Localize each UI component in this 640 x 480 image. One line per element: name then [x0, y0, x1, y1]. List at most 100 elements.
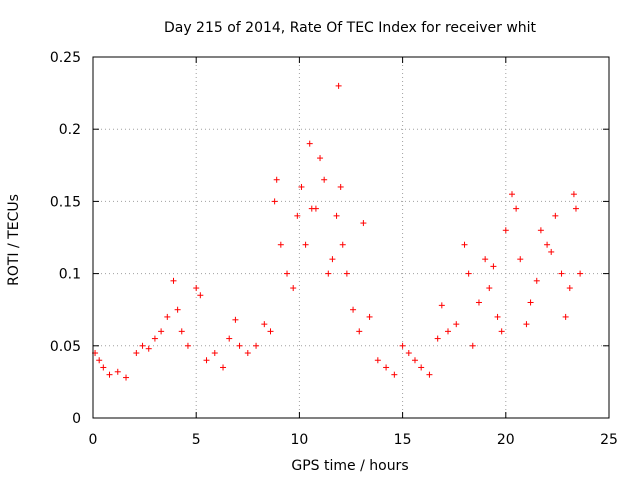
data-point [133, 350, 140, 357]
data-point [517, 256, 524, 263]
data-point [527, 299, 534, 306]
data-point [100, 364, 107, 371]
data-point [566, 285, 573, 292]
data-point [106, 371, 113, 378]
data-point [178, 328, 185, 335]
data-point [572, 205, 579, 212]
data-point [164, 313, 171, 320]
data-point [114, 368, 121, 375]
data-point [306, 140, 313, 147]
data-point [170, 277, 177, 284]
data-point [391, 371, 398, 378]
data-point [271, 198, 278, 205]
data-point [383, 364, 390, 371]
data-point [290, 285, 297, 292]
data-point [482, 256, 489, 263]
data-point [339, 241, 346, 248]
data-point [502, 227, 509, 234]
data-point [253, 342, 260, 349]
data-point [277, 241, 284, 248]
data-point [453, 321, 460, 328]
data-point [174, 306, 181, 313]
data-point [469, 342, 476, 349]
plot-frame [92, 56, 610, 419]
data-point [360, 220, 367, 227]
data-point [494, 313, 501, 320]
data-point [267, 328, 274, 335]
data-point [335, 82, 342, 89]
data-points [92, 82, 584, 381]
data-point [244, 350, 251, 357]
data-point [418, 364, 425, 371]
data-point [426, 371, 433, 378]
data-point [139, 342, 146, 349]
data-point [261, 321, 268, 328]
x-axis-label: GPS time / hours [291, 458, 408, 474]
data-point [193, 285, 200, 292]
data-point [232, 316, 239, 323]
y-tick-label: 0.25 [50, 50, 81, 66]
data-point [533, 277, 540, 284]
data-point [236, 342, 243, 349]
data-point [197, 292, 204, 299]
x-tick-label: 5 [192, 432, 201, 448]
data-point [508, 191, 515, 198]
data-point [294, 212, 301, 219]
data-point [513, 205, 520, 212]
data-point [211, 350, 218, 357]
x-tick-label: 20 [497, 432, 515, 448]
data-point [490, 263, 497, 270]
data-point [343, 270, 350, 277]
data-point [151, 335, 158, 342]
y-tick-label: 0.15 [50, 194, 81, 210]
data-point [405, 350, 412, 357]
data-point [486, 285, 493, 292]
data-point [445, 328, 452, 335]
data-point [438, 302, 445, 309]
data-point [350, 306, 357, 313]
data-point [475, 299, 482, 306]
y-tick-label: 0 [72, 411, 81, 427]
data-point [302, 241, 309, 248]
data-point [548, 248, 555, 255]
data-point [329, 256, 336, 263]
data-point [123, 374, 130, 381]
data-point [562, 313, 569, 320]
data-point [523, 321, 530, 328]
data-point [465, 270, 472, 277]
data-point [577, 270, 584, 277]
data-point [220, 364, 227, 371]
data-point [321, 176, 328, 183]
data-point [333, 212, 340, 219]
data-point [544, 241, 551, 248]
chart-title: Day 215 of 2014, Rate Of TEC Index for r… [164, 20, 537, 36]
data-point [184, 342, 191, 349]
axes: 0 5 10 15 20 25 0 0.05 0.1 0.15 0.2 0.25 [50, 50, 618, 448]
x-tick-label: 25 [600, 432, 618, 448]
data-point [356, 328, 363, 335]
data-point [411, 357, 418, 364]
data-point [366, 313, 373, 320]
grid [93, 57, 609, 418]
data-point [298, 183, 305, 190]
data-point [317, 155, 324, 162]
data-point [570, 191, 577, 198]
data-point [434, 335, 441, 342]
data-point [312, 205, 319, 212]
data-point [337, 183, 344, 190]
data-point [158, 328, 165, 335]
y-tick-label: 0.1 [59, 267, 81, 283]
data-point [498, 328, 505, 335]
data-point [145, 345, 152, 352]
data-point [537, 227, 544, 234]
data-point [96, 357, 103, 364]
data-point [552, 212, 559, 219]
data-point [284, 270, 291, 277]
x-tick-label: 10 [290, 432, 308, 448]
y-tick-label: 0.05 [50, 339, 81, 355]
data-point [461, 241, 468, 248]
data-point [558, 270, 565, 277]
x-tick-label: 0 [89, 432, 98, 448]
